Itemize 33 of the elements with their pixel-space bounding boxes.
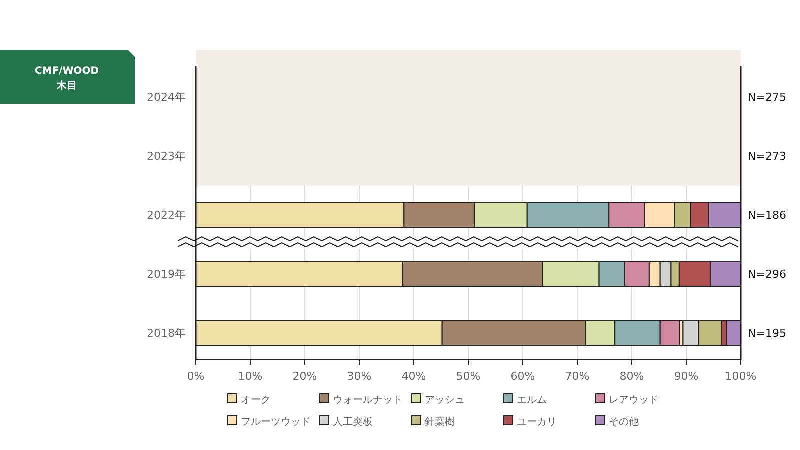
x-tick-label: 20% [292,370,318,383]
x-tick-label: 10% [238,370,263,383]
legend-label: エルム [517,395,547,406]
text: CMF/WOOD [34,66,100,77]
text: N=273 [748,150,786,163]
x-tick-label: 0% [187,370,205,383]
legend-label: レアウッド [609,395,659,406]
text: N=186 [748,209,786,222]
legend-label: 人工突板 [333,416,373,428]
text: N=275 [748,91,786,104]
x-tick-label: 30% [347,370,372,383]
legend-label: オーク [241,395,271,406]
legend-label: その他 [609,416,639,428]
text: N=195 [748,327,786,340]
legend-label: ウォールナット [333,395,403,406]
y-tick-label: 2022年 [147,209,186,222]
text: 木目 [56,80,77,92]
x-tick-label: 100% [725,370,757,383]
y-tick-label: 2018年 [147,327,186,340]
x-tick-label: 50% [456,370,481,383]
x-tick-label: 60% [510,370,536,383]
legend-label: アッシュ [425,395,465,406]
x-tick-label: 90% [674,370,699,383]
y-tick-label: 2023年 [147,150,186,163]
y-tick-label: 2024年 [147,91,186,104]
x-tick-label: 70% [565,370,590,383]
legend-label: ユーカリ [517,417,557,428]
x-tick-label: 80% [620,370,644,383]
legend-label: 針葉樹 [425,416,455,428]
text: N=296 [748,268,786,281]
y-tick-label: 2019年 [147,268,186,281]
x-tick-label: 40% [402,370,426,383]
legend-label: フルーツウッド [241,417,311,428]
